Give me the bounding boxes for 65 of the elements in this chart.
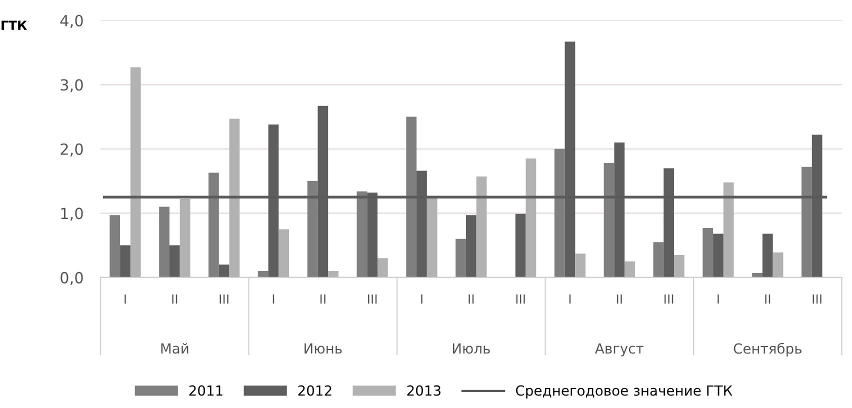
bar	[426, 197, 438, 278]
bar	[802, 166, 812, 278]
text: Июль	[452, 343, 490, 354]
y-tick-label: 1,0	[61, 208, 83, 221]
x-tick-label: III	[368, 294, 377, 304]
bar	[378, 258, 388, 278]
y-tick-label: 2,0	[60, 143, 83, 156]
legend-label: 2011	[189, 385, 222, 396]
bar	[258, 271, 268, 278]
bar	[466, 215, 476, 278]
x-tick-label: III	[516, 294, 525, 304]
x-tick-label: II	[172, 294, 178, 304]
bar	[674, 254, 684, 278]
bar	[307, 181, 318, 278]
bar	[328, 271, 338, 278]
legend-label: 2012	[298, 385, 332, 396]
bar	[356, 191, 368, 278]
bar	[169, 245, 180, 278]
x-tick-label: I	[421, 294, 422, 304]
bar	[456, 238, 466, 278]
y-tick-label: 0,0	[60, 272, 83, 286]
bar	[653, 242, 664, 278]
y-axis-title: ГТК	[2, 20, 27, 30]
bar	[208, 172, 219, 278]
bar	[772, 252, 784, 278]
text: Август	[595, 343, 644, 356]
legend-label: Среднегодовое значение ГТК	[516, 385, 732, 398]
x-tick-label: I	[569, 294, 571, 304]
bar	[406, 116, 417, 278]
bar	[110, 215, 120, 278]
x-tick-label: I	[718, 294, 719, 304]
bar	[575, 254, 586, 278]
x-tick-label: II	[468, 294, 474, 304]
text: Май	[161, 343, 188, 354]
x-tick-label: III	[664, 294, 674, 304]
y-tick-label: 3,0	[60, 79, 83, 92]
bar	[218, 264, 230, 278]
bar	[554, 148, 565, 278]
bar	[229, 118, 240, 278]
text: Июнь	[304, 343, 342, 354]
y-tick-label: 4,0	[60, 14, 83, 28]
bar	[752, 272, 762, 278]
bar	[723, 182, 734, 278]
bar	[604, 163, 614, 278]
x-tick-label: II	[765, 294, 770, 304]
bar	[159, 206, 170, 278]
bar	[713, 234, 724, 278]
x-tick-label: II	[320, 294, 326, 304]
x-tick-label: III	[220, 294, 228, 304]
bar	[624, 261, 635, 278]
bar	[762, 234, 773, 278]
x-tick-label: II	[616, 294, 622, 304]
x-tick-label: I	[272, 294, 274, 304]
legend-label: 2013	[407, 385, 440, 396]
bar	[278, 229, 290, 278]
x-tick-label: III	[812, 294, 822, 304]
bar	[515, 214, 526, 278]
bar	[476, 176, 487, 278]
x-tick-label: I	[124, 294, 126, 304]
bar	[130, 67, 141, 278]
bar	[120, 245, 130, 278]
bar	[526, 158, 536, 278]
bar	[702, 228, 714, 278]
text: Сентябрь	[734, 342, 802, 356]
bar	[180, 199, 190, 278]
